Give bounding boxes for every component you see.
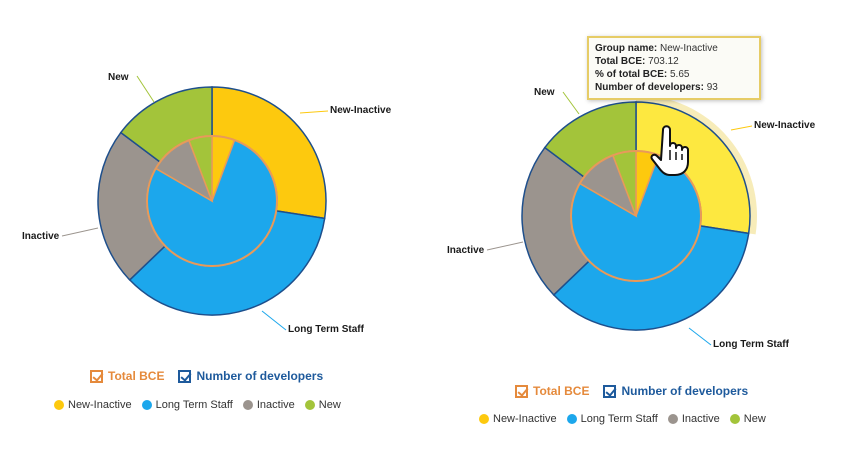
label-connector-long-term-staff [688, 327, 712, 346]
checkbox-icon [178, 369, 192, 383]
legend-label: Inactive [681, 413, 720, 425]
inner-ring-outline [570, 150, 702, 282]
legend-label: New [743, 413, 766, 425]
legend-item-long-term-staff[interactable]: Long Term Staff [141, 399, 233, 411]
developers-toggle[interactable]: Number of developers [178, 369, 323, 383]
total-bce-label: Total BCE [108, 369, 165, 383]
legend-right: New-Inactive Long Term Staff Inactive Ne… [479, 413, 766, 425]
legend-label: Long Term Staff [155, 399, 233, 411]
chart-panel-left: New-Inactive Long Term Staff Inactive New T… [0, 0, 421, 452]
tooltip-row-pct: % of total BCE: 5.65 [595, 69, 690, 80]
inner-ring-outline [146, 135, 278, 267]
checkbox-icon [90, 369, 103, 383]
checkbox-icon [515, 384, 528, 398]
label-connector-inactive [61, 227, 99, 237]
slice-label-inactive: Inactive [22, 231, 60, 242]
total-bce-label: Total BCE [533, 384, 590, 398]
legend-dot-icon [667, 414, 678, 424]
label-connector-inactive [486, 241, 524, 251]
tooltip-devs-value: 93 [706, 82, 718, 93]
legend-dot-icon [566, 414, 577, 424]
legend-item-new[interactable]: New [729, 413, 766, 425]
donut-chart-left: New-Inactive Long Term Staff Inactive New [22, 72, 392, 335]
legend-dot-icon [54, 400, 64, 410]
hand-pointer-icon [650, 125, 689, 176]
legend-item-new[interactable]: New [304, 399, 341, 411]
tooltip-row-group: Group name: New-Inactive [595, 43, 718, 54]
slice-label-new-inactive: New-Inactive [330, 105, 392, 116]
label-connector-new-inactive [299, 110, 329, 114]
tooltip-pct-value: 5.65 [670, 69, 690, 80]
legend-item-long-term-staff[interactable]: Long Term Staff [566, 413, 658, 425]
legend-left: New-Inactive Long Term Staff Inactive Ne… [54, 399, 341, 411]
legend-dot-icon [729, 414, 740, 424]
chart-tooltip: Group name: New-Inactive Total BCE: 703.… [587, 36, 761, 100]
label-connector-long-term-staff [261, 310, 287, 331]
legend-item-inactive[interactable]: Inactive [242, 399, 295, 411]
label-connector-new [136, 75, 155, 103]
checkbox-icon [603, 384, 617, 398]
label-connector-new [562, 91, 580, 115]
slice-label-new: New [108, 72, 129, 83]
donut-chart-right: New-Inactive Long Term Staff Inactive New [447, 87, 816, 350]
developers-label: Number of developers [621, 384, 749, 398]
legend-label: Inactive [256, 399, 295, 411]
legend-item-new-inactive[interactable]: New-Inactive [54, 399, 132, 411]
slice-label-long-term-staff: Long Term Staff [288, 324, 365, 335]
legend-dot-icon [479, 414, 489, 424]
label-connector-new-inactive [730, 125, 753, 131]
legend-dot-icon [242, 400, 253, 410]
legend-item-inactive[interactable]: Inactive [667, 413, 720, 425]
slice-label-long-term-staff: Long Term Staff [713, 339, 790, 350]
measure-toggles-left: Total BCE Number of developers [90, 369, 323, 383]
legend-label: New [318, 399, 341, 411]
slice-label-new-inactive: New-Inactive [754, 120, 816, 131]
legend-label: New-Inactive [493, 413, 557, 425]
developers-label: Number of developers [196, 369, 324, 383]
tooltip-row-bce: Total BCE: 703.12 [595, 56, 679, 67]
chart-panel-right: New-Inactive Long Term Staff Inactive New T… [421, 0, 842, 452]
tooltip-group-value: New-Inactive [660, 43, 718, 54]
legend-label: Long Term Staff [580, 413, 658, 425]
measure-toggles-right: Total BCE Number of developers [515, 384, 748, 398]
developers-toggle[interactable]: Number of developers [603, 384, 748, 398]
tooltip-row-devs: Number of developers: 93 [595, 82, 718, 93]
slice-label-new: New [534, 87, 555, 98]
total-bce-toggle[interactable]: Total BCE [515, 384, 589, 398]
legend-dot-icon [141, 400, 152, 410]
slice-label-inactive: Inactive [447, 245, 485, 256]
tooltip-bce-value: 703.12 [648, 56, 679, 67]
legend-dot-icon [304, 400, 315, 410]
total-bce-toggle[interactable]: Total BCE [90, 369, 164, 383]
legend-label: New-Inactive [68, 399, 132, 411]
legend-item-new-inactive[interactable]: New-Inactive [479, 413, 557, 425]
